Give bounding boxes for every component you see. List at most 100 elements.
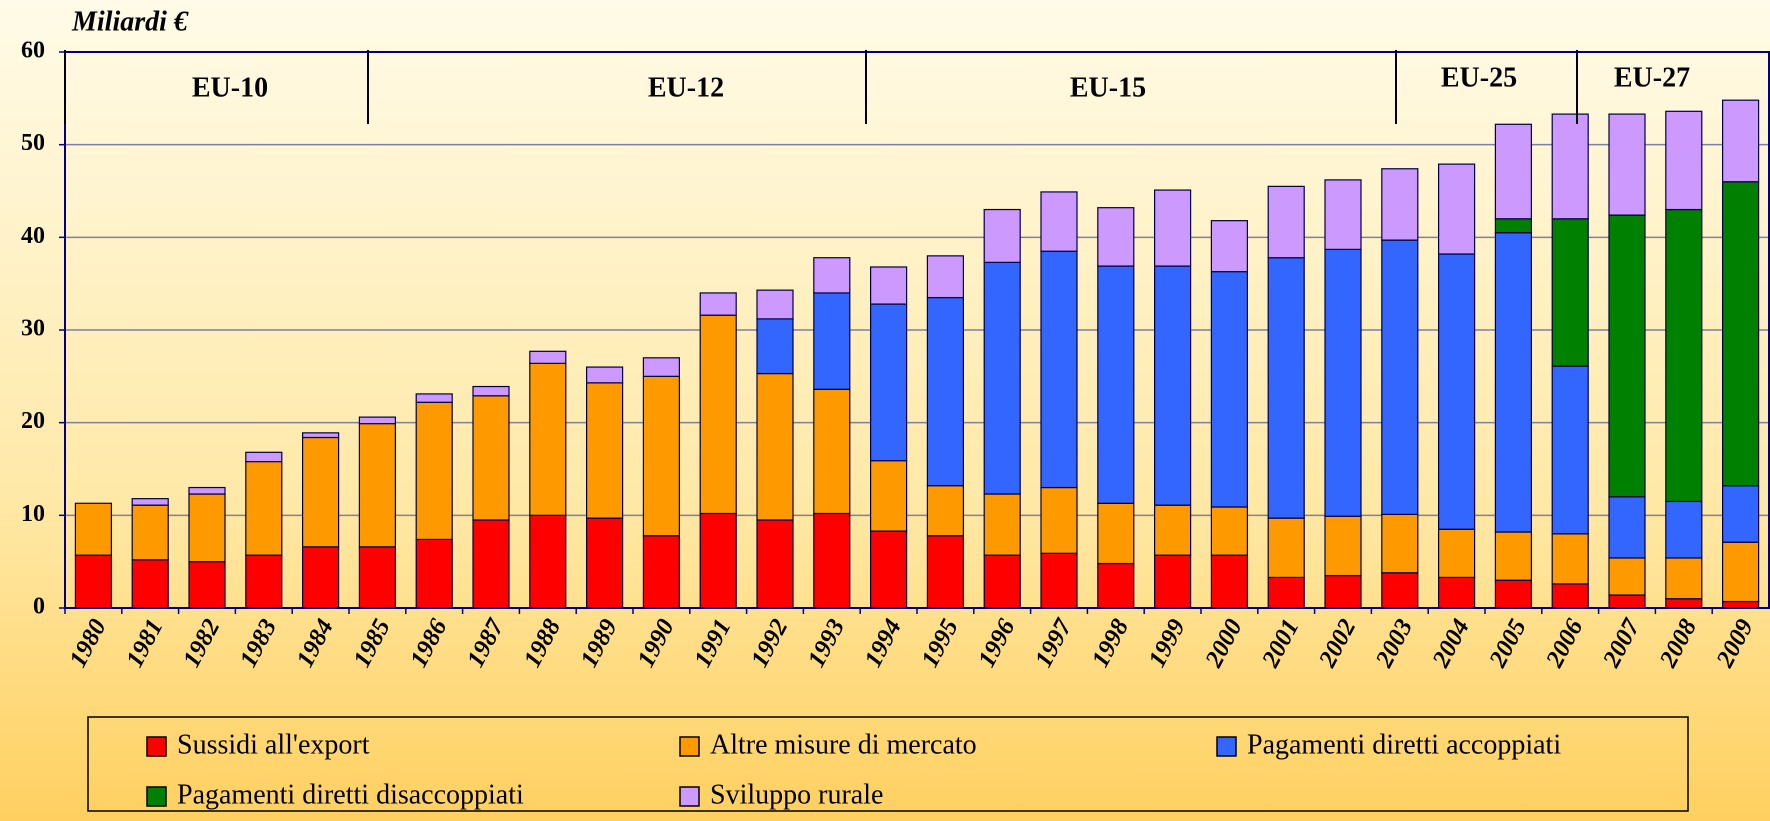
bar-segment bbox=[1608, 496, 1646, 559]
bar-segment bbox=[1437, 253, 1476, 530]
bar-segment bbox=[1381, 239, 1419, 516]
bar-segment bbox=[1153, 189, 1192, 267]
bar-segment bbox=[1608, 113, 1646, 216]
bar-segment bbox=[529, 362, 567, 516]
bar-segment bbox=[813, 292, 851, 390]
bar-segment bbox=[585, 382, 624, 519]
bar-segment bbox=[926, 535, 965, 609]
legend-swatch bbox=[146, 736, 167, 757]
bar-segment bbox=[74, 554, 113, 609]
bar-segment bbox=[529, 350, 567, 364]
bar-segment bbox=[1097, 265, 1135, 504]
bar-segment bbox=[585, 366, 624, 384]
bar-segment bbox=[1551, 583, 1589, 609]
y-tick-label: 0 bbox=[33, 594, 45, 620]
bar-segment bbox=[1324, 248, 1362, 517]
bar-segment bbox=[1097, 502, 1135, 565]
bar-segment bbox=[1210, 220, 1249, 273]
y-tick-label: 30 bbox=[21, 316, 45, 342]
bar-segment bbox=[1494, 218, 1533, 234]
bar-segment bbox=[358, 416, 396, 425]
y-tick-label: 10 bbox=[21, 501, 45, 527]
bar-segment bbox=[415, 393, 453, 403]
bar-segment bbox=[926, 296, 965, 487]
bar-segment bbox=[1608, 557, 1646, 596]
bar-segment bbox=[1721, 485, 1760, 543]
bar-segment bbox=[1267, 576, 1305, 609]
bar-segment bbox=[983, 261, 1021, 495]
bar-segment bbox=[245, 451, 283, 463]
bar-segment bbox=[869, 460, 908, 532]
bar-segment bbox=[1097, 562, 1135, 609]
legend-box bbox=[87, 716, 1689, 812]
bar-segment bbox=[1721, 541, 1760, 603]
y-tick-label: 60 bbox=[21, 38, 45, 64]
legend-label: Sviluppo rurale bbox=[710, 779, 883, 810]
legend-swatch bbox=[1216, 736, 1237, 757]
bar-segment bbox=[756, 289, 794, 320]
bar-segment bbox=[1551, 113, 1589, 220]
bar-segment bbox=[1665, 598, 1703, 609]
bar-segment bbox=[699, 512, 737, 609]
bar-segment bbox=[358, 422, 396, 548]
era-label: EU-12 bbox=[648, 72, 724, 103]
bar-segment bbox=[302, 436, 340, 548]
bar-segment bbox=[813, 512, 851, 609]
bar-segment bbox=[1153, 265, 1192, 506]
bar-segment bbox=[472, 395, 510, 521]
bar-segment bbox=[1494, 123, 1533, 220]
bar-segment bbox=[813, 257, 851, 294]
legend-label: Sussidi all'export bbox=[177, 729, 370, 760]
y-tick-label: 40 bbox=[21, 223, 45, 249]
bar-segment bbox=[926, 255, 965, 299]
bar-segment bbox=[869, 530, 908, 609]
bar-segment bbox=[699, 292, 737, 316]
bar-segment bbox=[1381, 572, 1419, 609]
bar-segment bbox=[188, 486, 226, 495]
bar-segment bbox=[869, 303, 908, 462]
bar-segment bbox=[1267, 517, 1305, 579]
bar-segment bbox=[1494, 531, 1533, 581]
bar-segment bbox=[1040, 250, 1078, 489]
bar-segment bbox=[529, 514, 567, 609]
bar-segment bbox=[1665, 557, 1703, 600]
bar-segment bbox=[756, 318, 794, 375]
bar-segment bbox=[1324, 574, 1362, 609]
bar-segment bbox=[1551, 533, 1589, 585]
bar-segment bbox=[188, 561, 226, 609]
axis-unit-title: Miliardi € bbox=[71, 6, 189, 37]
era-label: EU-15 bbox=[1070, 72, 1146, 103]
legend-label: Altre misure di mercato bbox=[710, 729, 977, 760]
bar-segment bbox=[1494, 579, 1533, 609]
bar-segment bbox=[699, 314, 737, 515]
bar-segment bbox=[358, 546, 396, 609]
bar-segment bbox=[1665, 110, 1703, 211]
plot-border bbox=[64, 51, 1770, 609]
bar-segment bbox=[1267, 185, 1305, 259]
bar-segment bbox=[1494, 232, 1533, 533]
bar-segment bbox=[1665, 208, 1703, 503]
bar-segment bbox=[1608, 594, 1646, 609]
bar-segment bbox=[983, 208, 1021, 263]
bar-segment bbox=[131, 498, 169, 506]
bar-segment bbox=[642, 535, 681, 609]
bar-segment bbox=[1210, 506, 1249, 556]
bar-segment bbox=[415, 538, 453, 609]
bar-segment bbox=[131, 504, 169, 561]
bar-segment bbox=[642, 357, 681, 377]
legend-swatch bbox=[146, 786, 167, 807]
legend-swatch bbox=[679, 736, 700, 757]
bar-segment bbox=[1153, 554, 1192, 609]
bar-segment bbox=[245, 554, 283, 609]
bar-segment bbox=[1665, 500, 1703, 559]
bar-segment bbox=[983, 493, 1021, 556]
bar-segment bbox=[1437, 163, 1476, 255]
y-tick-label: 20 bbox=[21, 408, 45, 434]
bar-segment bbox=[1551, 365, 1589, 535]
era-dividers bbox=[64, 50, 1578, 124]
bar-segment bbox=[302, 432, 340, 439]
bar-segment bbox=[1437, 528, 1476, 579]
bar-segment bbox=[1210, 554, 1249, 609]
bar-segment bbox=[1040, 191, 1078, 252]
